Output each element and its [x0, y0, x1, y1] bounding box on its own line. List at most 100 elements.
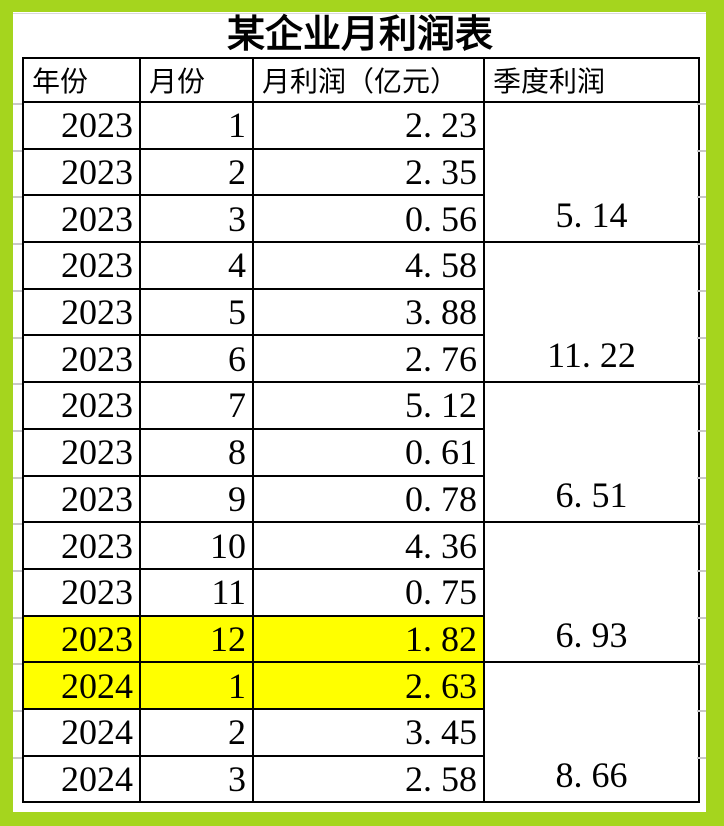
year-cell[interactable]: 2023: [22, 614, 141, 664]
quarter-profit-cell[interactable]: 11. 22: [483, 241, 700, 384]
gridline-tick: [13, 149, 22, 152]
monthly-profit-cell[interactable]: 0. 78: [252, 474, 485, 524]
gridline-tick: [697, 756, 706, 759]
gridline-tick: [13, 570, 22, 572]
gridline-tick: [697, 196, 706, 199]
year-cell[interactable]: 2023: [22, 147, 141, 197]
table-row: 2023 12 1. 82: [22, 614, 699, 664]
year-cell[interactable]: 2023: [22, 427, 141, 477]
gridline-tick: [13, 103, 22, 105]
table-row: 2024 2 3. 45: [22, 707, 699, 757]
gridline-tick: [697, 429, 706, 432]
table-row: 2023 6 2. 76: [22, 334, 699, 384]
year-cell[interactable]: 2023: [22, 474, 141, 524]
month-cell[interactable]: 7: [139, 381, 254, 430]
gridline-tick: [697, 616, 706, 619]
month-cell[interactable]: 4: [139, 241, 254, 290]
month-cell[interactable]: 1: [139, 661, 254, 710]
year-cell[interactable]: 2023: [22, 101, 141, 150]
monthly-profit-cell[interactable]: 2. 58: [252, 754, 485, 804]
header-row: 年份 月份 月利润（亿元） 季度利润: [22, 57, 700, 103]
table-row: 2023 1 2. 23 5. 14: [22, 100, 700, 244]
gridline-top: [13, 13, 706, 14]
gridline-tick: [697, 476, 706, 479]
gridline-tick: [13, 289, 22, 292]
monthly-profit-cell[interactable]: 0. 56: [252, 194, 485, 244]
monthly-profit-cell[interactable]: 5. 12: [252, 381, 485, 430]
gridline-tick: [13, 523, 22, 526]
year-cell[interactable]: 2023: [22, 241, 141, 290]
header-month[interactable]: 月份: [139, 57, 254, 103]
profit-table: 年份 月份 月利润（亿元） 季度利润 2023 1 2. 23 5. 14 2023 2 2…: [22, 57, 700, 804]
monthly-profit-cell[interactable]: 2. 35: [252, 147, 485, 197]
month-cell[interactable]: 6: [139, 334, 254, 384]
year-cell[interactable]: 2024: [22, 754, 141, 804]
table-row: 2024 1 2. 63 8. 66: [22, 661, 700, 804]
month-cell[interactable]: 3: [139, 754, 254, 804]
monthly-profit-cell[interactable]: 3. 45: [252, 707, 485, 757]
table-row: 2023 4 4. 58 11. 22: [22, 241, 700, 384]
gridline-tick: [13, 710, 22, 713]
month-cell[interactable]: 12: [139, 614, 254, 664]
monthly-profit-cell[interactable]: 2. 76: [252, 334, 485, 384]
month-cell[interactable]: 3: [139, 194, 254, 244]
quarter-profit-cell[interactable]: 5. 14: [483, 100, 700, 244]
table-row: 2024 3 2. 58: [22, 754, 699, 804]
month-cell[interactable]: 2: [139, 707, 254, 757]
gridline-tick: [697, 523, 706, 526]
year-cell[interactable]: 2024: [22, 707, 141, 757]
table-row: 2023 11 0. 75: [22, 567, 699, 617]
profit-table-body: 2023 1 2. 23 5. 14 2023 2 2. 35 2023 3 0. 56 2023 4…: [22, 100, 700, 804]
quarter-profit-cell[interactable]: 8. 66: [483, 661, 700, 804]
year-cell[interactable]: 2023: [22, 334, 141, 384]
monthly-profit-cell[interactable]: 2. 23: [252, 101, 485, 150]
monthly-profit-cell[interactable]: 0. 75: [252, 567, 485, 617]
year-cell[interactable]: 2023: [22, 567, 141, 617]
gridline-tick: [697, 570, 706, 572]
gridline-tick: [13, 476, 22, 479]
table-row: 2023 2 2. 35: [22, 147, 699, 197]
gridline-tick: [13, 429, 22, 432]
month-cell[interactable]: 8: [139, 427, 254, 477]
month-cell[interactable]: 5: [139, 287, 254, 337]
gridline-tick: [13, 616, 22, 619]
year-cell[interactable]: 2023: [22, 521, 141, 570]
gridline-tick: [697, 336, 706, 339]
monthly-profit-cell[interactable]: 4. 36: [252, 521, 485, 570]
header-quarter-profit[interactable]: 季度利润: [483, 57, 700, 103]
gridline-tick: [13, 196, 22, 199]
monthly-profit-cell[interactable]: 3. 88: [252, 287, 485, 337]
month-cell[interactable]: 1: [139, 101, 254, 150]
quarter-profit-cell[interactable]: 6. 51: [483, 381, 700, 524]
monthly-profit-cell[interactable]: 4. 58: [252, 241, 485, 290]
gridline-tick: [697, 383, 706, 386]
gridline-tick: [13, 663, 22, 666]
gridline-tick: [697, 289, 706, 292]
table-title: 某企业月利润表: [226, 14, 493, 56]
table-row: 2023 5 3. 88: [22, 287, 699, 337]
quarter-profit-cell[interactable]: 6. 93: [483, 521, 700, 664]
header-year[interactable]: 年份: [22, 57, 141, 103]
month-cell[interactable]: 2: [139, 147, 254, 197]
month-cell[interactable]: 11: [139, 567, 254, 617]
table-row: 2023 9 0. 78: [22, 474, 699, 524]
year-cell[interactable]: 2024: [22, 661, 141, 710]
table-row: 2023 3 0. 56: [22, 194, 699, 244]
gridline-tick: [13, 756, 22, 759]
monthly-profit-cell[interactable]: 0. 61: [252, 427, 485, 477]
gridline-tick: [697, 243, 706, 246]
monthly-profit-cell[interactable]: 1. 82: [252, 614, 485, 664]
year-cell[interactable]: 2023: [22, 194, 141, 244]
month-cell[interactable]: 9: [139, 474, 254, 524]
gridline-tick: [697, 663, 706, 666]
gridline-tick: [697, 103, 706, 105]
monthly-profit-cell[interactable]: 2. 63: [252, 661, 485, 710]
gridline-tick: [697, 149, 706, 152]
year-cell[interactable]: 2023: [22, 287, 141, 337]
year-cell[interactable]: 2023: [22, 381, 141, 430]
table-row: 2023 10 4. 36 6. 93: [22, 521, 700, 664]
month-cell[interactable]: 10: [139, 521, 254, 570]
header-monthly-profit[interactable]: 月利润（亿元）: [252, 57, 485, 103]
gridline-tick: [13, 243, 22, 246]
